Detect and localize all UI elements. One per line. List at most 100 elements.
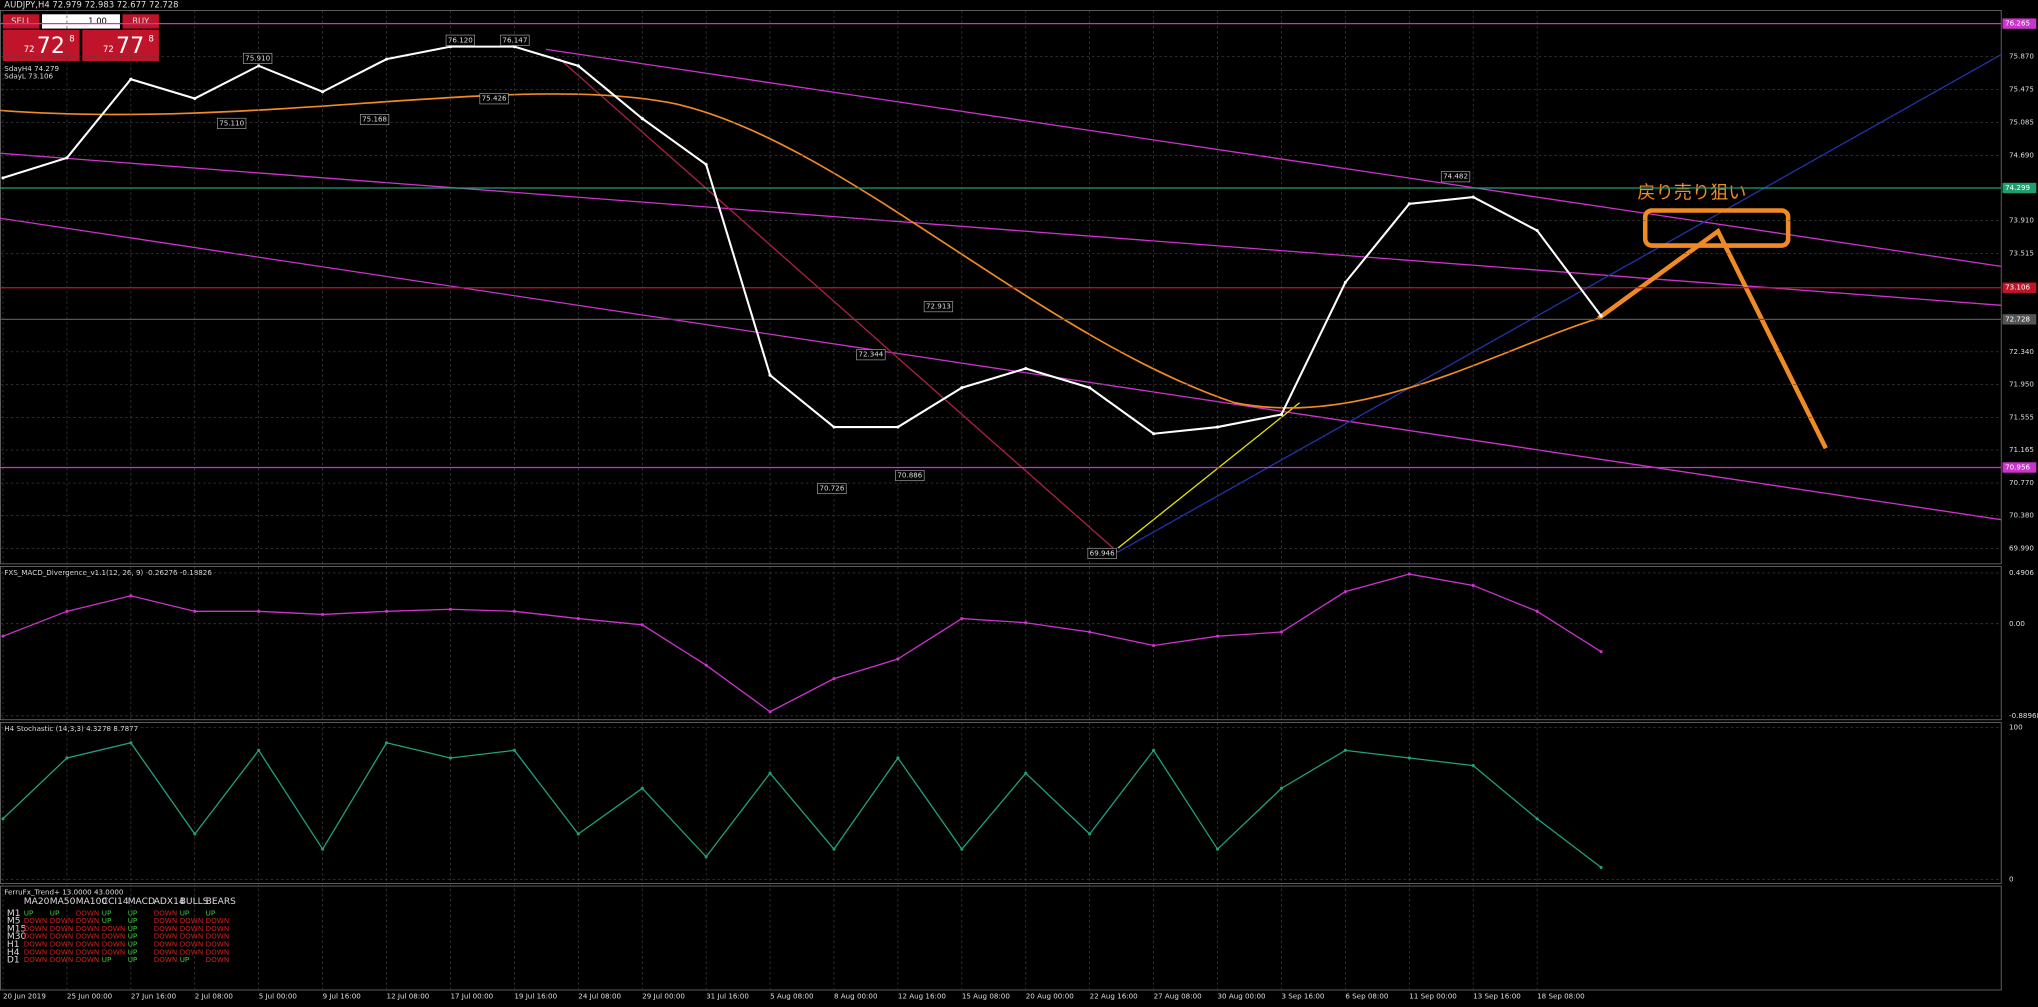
trend-cell: DOWN bbox=[154, 908, 177, 917]
trend-cell: DOWN bbox=[50, 955, 73, 964]
level-tag bbox=[2002, 182, 2037, 194]
date-label: 5 Jul 00:00 bbox=[259, 992, 298, 1001]
price-line-point bbox=[704, 162, 708, 167]
bid-big: 72 bbox=[24, 44, 35, 54]
trend-cell: DOWN bbox=[102, 924, 125, 933]
level-label: 76.265 bbox=[2005, 19, 2030, 28]
trend-cell: UP bbox=[128, 916, 138, 925]
sell-button[interactable] bbox=[3, 14, 40, 29]
trend-cell: DOWN bbox=[24, 932, 47, 941]
date-label: 9 Jul 16:00 bbox=[323, 992, 362, 1001]
buy-button[interactable] bbox=[122, 14, 159, 29]
y-tick-label: 72.340 bbox=[2009, 347, 2034, 356]
pivot-box bbox=[1440, 171, 1471, 183]
pivot-box bbox=[1087, 547, 1117, 559]
stoch-line-point bbox=[1343, 748, 1347, 752]
stoch-line bbox=[2, 742, 1602, 868]
ask-big: 72 bbox=[103, 44, 114, 54]
date-label: 2 Jul 08:00 bbox=[195, 992, 234, 1001]
trend-cell: H4 bbox=[7, 948, 20, 958]
y-tick-label: 71.555 bbox=[2009, 412, 2034, 421]
macd-line-point bbox=[129, 594, 133, 598]
date-label: 15 Aug 08:00 bbox=[962, 992, 1011, 1001]
y-tick-label: 0.4906 bbox=[2009, 568, 2034, 577]
symbol-line: AUDJPY,H4 72.979 72.983 72.677 72.728 bbox=[4, 0, 178, 10]
macd-line-point bbox=[1407, 572, 1411, 576]
trend-column: MA50 bbox=[50, 897, 76, 907]
trend-cell: DOWN bbox=[24, 924, 47, 933]
buy-label[interactable]: BUY bbox=[132, 16, 150, 26]
pivot-label: 70.886 bbox=[897, 471, 922, 480]
macd-title: FXS_MACD_Divergence_v1.1(12, 26, 9) -0.2… bbox=[4, 568, 212, 577]
stoch-line-point bbox=[896, 756, 900, 760]
bid-sup: 8 bbox=[69, 33, 74, 43]
level-tag bbox=[2002, 314, 2037, 325]
pivot-label: 74.482 bbox=[1443, 172, 1468, 181]
pivot-box bbox=[923, 301, 954, 313]
date-label: 20 Jun 2019 bbox=[3, 992, 46, 1001]
date-label: 3 Sep 16:00 bbox=[1281, 992, 1324, 1001]
stoch-line-point bbox=[321, 847, 325, 851]
trend-cell: DOWN bbox=[76, 947, 99, 956]
stoch-line-point bbox=[704, 855, 708, 859]
lot-field[interactable] bbox=[41, 14, 120, 29]
price-line-point bbox=[1535, 228, 1539, 233]
level-label: 74.299 bbox=[2005, 183, 2030, 192]
trend-cell: UP bbox=[128, 932, 138, 941]
trend-column: BULLS bbox=[180, 897, 209, 907]
ask-small: 77 bbox=[116, 34, 144, 59]
macd-line-point bbox=[384, 609, 389, 613]
pivot-label: 69.946 bbox=[1090, 548, 1115, 557]
trend-cell: UP bbox=[102, 916, 112, 925]
trend-cell: DOWN bbox=[206, 955, 229, 964]
trend-cell: DOWN bbox=[206, 932, 229, 941]
y-tick-label: 71.165 bbox=[2009, 445, 2034, 454]
trend-cell: M1 bbox=[7, 909, 21, 919]
stoch-title: H4 Stochastic (14,3,3) 4.3278 8.7877 bbox=[4, 724, 138, 733]
price-line-point bbox=[896, 425, 900, 429]
stoch-line-point bbox=[512, 748, 516, 752]
level-label: 73.106 bbox=[2005, 283, 2030, 292]
trend-cell: DOWN bbox=[154, 932, 177, 941]
price-line-point bbox=[960, 386, 964, 390]
bid-box[interactable] bbox=[3, 29, 80, 62]
y-tick-label: 69.990 bbox=[2009, 543, 2034, 552]
trend-cell: DOWN bbox=[50, 924, 73, 933]
date-label: 17 Jul 00:00 bbox=[450, 992, 493, 1001]
sell-label[interactable]: SELL bbox=[11, 16, 31, 26]
pivot-label: 70.726 bbox=[819, 484, 844, 493]
stoch-line-point bbox=[1024, 771, 1028, 775]
macd-line-point bbox=[1279, 630, 1284, 634]
y-tick-label: 73.910 bbox=[2009, 216, 2034, 225]
trend-cell: DOWN bbox=[180, 916, 203, 925]
trend-cell: UP bbox=[180, 955, 190, 964]
trend-cell: M5 bbox=[7, 917, 21, 927]
trend-cell: DOWN bbox=[102, 940, 125, 949]
macd-line-point bbox=[1215, 634, 1220, 638]
lot-value[interactable]: 1.00 bbox=[88, 16, 107, 26]
ask-box[interactable] bbox=[82, 29, 159, 62]
price-line-point bbox=[193, 96, 197, 101]
y-tick-label: 75.870 bbox=[2009, 52, 2034, 61]
stoch-line-point bbox=[1599, 865, 1603, 869]
level-tag bbox=[2002, 462, 2037, 473]
trend-cell: DOWN bbox=[50, 916, 73, 925]
stoch-line-point bbox=[193, 832, 197, 836]
macd-line-point bbox=[1343, 590, 1347, 594]
date-label: 24 Jul 08:00 bbox=[578, 992, 621, 1001]
level-label: 72.728 bbox=[2005, 314, 2030, 323]
price-line-point bbox=[512, 45, 516, 49]
trade-panel[interactable]: SELL 1.00 BUY 72 72 8 72 77 8 bbox=[3, 14, 159, 62]
macd-line-point bbox=[896, 657, 900, 661]
date-label: 27 Aug 08:00 bbox=[1154, 992, 1203, 1001]
trend-cell: DOWN bbox=[180, 947, 203, 956]
price-line-point bbox=[257, 64, 261, 68]
trend-cell: UP bbox=[128, 955, 138, 964]
trend-cell: DOWN bbox=[180, 932, 203, 941]
macd-line-point bbox=[1024, 621, 1028, 625]
trend-cell: UP bbox=[102, 908, 112, 917]
y-tick-label: 0.00 bbox=[2009, 619, 2025, 628]
price-line-point bbox=[1279, 412, 1284, 417]
macd-line-point bbox=[768, 710, 772, 714]
pivot-box bbox=[500, 34, 530, 46]
